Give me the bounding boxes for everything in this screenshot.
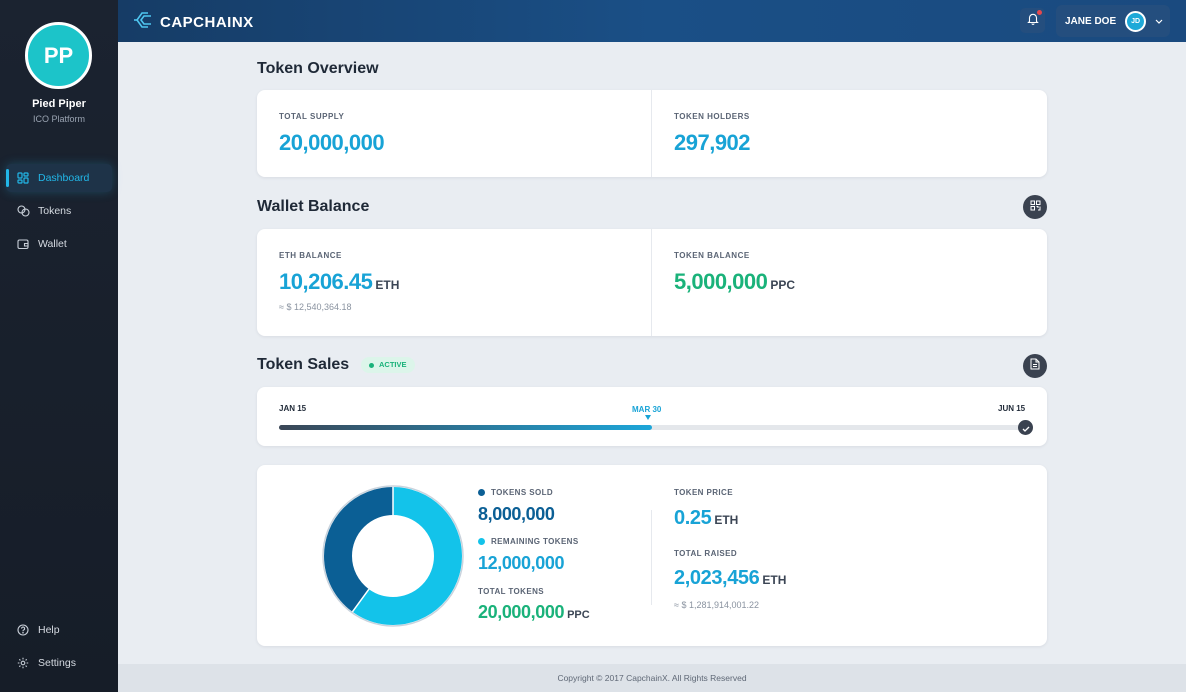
sidebar-item-label: Settings (38, 657, 76, 669)
total-tokens-unit: PPC (567, 609, 590, 621)
token-balance-label: TOKEN BALANCE (674, 251, 750, 260)
card-divider (651, 229, 652, 336)
card-divider (651, 90, 652, 177)
eth-balance-amount: 10,206.45 (279, 269, 373, 294)
timeline-start-label: JAN 15 (279, 404, 307, 413)
total-supply-label: TOTAL SUPPLY (279, 112, 345, 121)
remaining-legend-dot (478, 538, 485, 546)
notification-dot (1037, 10, 1042, 15)
timeline-track (279, 425, 1024, 430)
donut-outline (322, 485, 464, 627)
org-subtitle: ICO Platform (32, 114, 85, 124)
coins-icon (16, 204, 30, 218)
sidebar-item-wallet[interactable]: Wallet (6, 230, 112, 258)
total-raised-unit: ETH (762, 573, 787, 587)
total-tokens-label: TOTAL TOKENS (478, 587, 544, 596)
qr-code-icon (1030, 198, 1041, 216)
user-menu[interactable]: JANE DOE JD (1056, 5, 1170, 37)
chevron-down-icon (1155, 16, 1163, 26)
eth-balance-label: ETH BALANCE (279, 251, 342, 260)
wallet-icon (16, 237, 30, 251)
tokens-sold-value: 8,000,000 (478, 504, 555, 524)
sidebar-item-label: Dashboard (38, 172, 90, 184)
token-price-unit: ETH (714, 513, 739, 527)
timeline-progress (279, 425, 652, 430)
check-icon (1022, 419, 1030, 437)
sidebar-item-label: Wallet (38, 238, 67, 250)
total-tokens-amount: 20,000,000 (478, 602, 565, 622)
capchainx-logo-icon (134, 11, 156, 33)
copyright-text: Copyright © 2017 CapchainX. All Rights R… (557, 673, 747, 683)
footer: Copyright © 2017 CapchainX. All Rights R… (118, 664, 1186, 692)
top-header: CAPCHAINX JANE DOE JD (118, 0, 1186, 42)
token-holders-value: 297,902 (674, 130, 751, 155)
bell-icon (1026, 12, 1039, 30)
wallet-balance-title: Wallet Balance (257, 198, 370, 215)
status-badge: ACTIVE (361, 357, 415, 373)
logo[interactable]: CAPCHAINX (134, 11, 254, 33)
total-raised-value: 2,023,456 ETH (674, 567, 786, 590)
sale-timeline-card: JAN 15 MAR 30 JUN 15 (257, 387, 1047, 446)
help-icon (16, 623, 30, 637)
timeline-end-check (1018, 420, 1033, 435)
sidebar-item-label: Tokens (38, 205, 72, 217)
total-raised-usd: ≈ $ 1,281,914,001.22 (674, 600, 760, 610)
token-sales-title: Token Sales (257, 356, 350, 373)
eth-balance-value: 10,206.45 ETH (279, 269, 399, 295)
sidebar: PP Pied Piper ICO Platform Dashboard Tok… (0, 0, 118, 692)
token-holders-label: TOKEN HOLDERS (674, 112, 750, 121)
token-overview-title: Token Overview (257, 60, 379, 77)
token-price-value: 0.25 ETH (674, 507, 738, 530)
report-button[interactable] (1023, 354, 1047, 378)
remaining-label-text: REMAINING TOKENS (491, 537, 579, 546)
donut-separator (351, 588, 370, 613)
sidebar-item-settings[interactable]: Settings (6, 649, 112, 677)
card-divider (651, 510, 652, 605)
remaining-tokens-label: REMAINING TOKENS (478, 537, 579, 546)
tokens-sold-label-text: TOKENS SOLD (491, 488, 554, 497)
token-price-label: TOKEN PRICE (674, 488, 733, 497)
gear-icon (16, 656, 30, 670)
sidebar-item-dashboard[interactable]: Dashboard (6, 164, 112, 192)
token-balance-amount: 5,000,000 (674, 269, 768, 294)
tokens-donut-chart (322, 485, 464, 627)
remaining-tokens-value: 12,000,000 (478, 553, 565, 573)
total-supply-value: 20,000,000 (279, 130, 385, 155)
sale-stats-card: TOKENS SOLD 8,000,000 REMAINING TOKENS 1… (257, 465, 1047, 646)
org-name: Pied Piper (32, 98, 86, 110)
ppc-unit: PPC (770, 278, 796, 292)
user-avatar: JD (1125, 10, 1147, 32)
timeline-current-label: MAR 30 (632, 405, 662, 414)
total-raised-label: TOTAL RAISED (674, 549, 738, 558)
timeline-end-label: JUN 15 (998, 404, 1026, 413)
sidebar-item-help[interactable]: Help (6, 616, 112, 644)
document-icon (1030, 357, 1040, 375)
tokens-sold-legend-dot (478, 489, 485, 497)
eth-usd-value: ≈ $ 12,540,364.18 (279, 302, 352, 312)
notifications-button[interactable] (1020, 8, 1045, 33)
sidebar-item-label: Help (38, 624, 60, 636)
wallet-balance-card: ETH BALANCE 10,206.45 ETH ≈ $ 12,540,364.… (257, 229, 1047, 336)
token-price-amount: 0.25 (674, 507, 712, 529)
total-tokens-value: 20,000,000 PPC (478, 602, 590, 623)
eth-unit: ETH (375, 278, 400, 292)
token-balance-value: 5,000,000 PPC (674, 269, 795, 295)
user-name: JANE DOE (1065, 15, 1117, 27)
token-overview-card: TOTAL SUPPLY 20,000,000 TOKEN HOLDERS 29… (257, 90, 1047, 177)
grid-icon (16, 171, 30, 185)
qr-code-button[interactable] (1023, 195, 1047, 219)
total-raised-amount: 2,023,456 (674, 567, 760, 589)
sidebar-item-tokens[interactable]: Tokens (6, 197, 112, 225)
tokens-sold-label: TOKENS SOLD (478, 488, 553, 497)
timeline-marker (645, 415, 651, 420)
org-avatar: PP (25, 22, 92, 89)
logo-text: CAPCHAINX (160, 13, 254, 31)
